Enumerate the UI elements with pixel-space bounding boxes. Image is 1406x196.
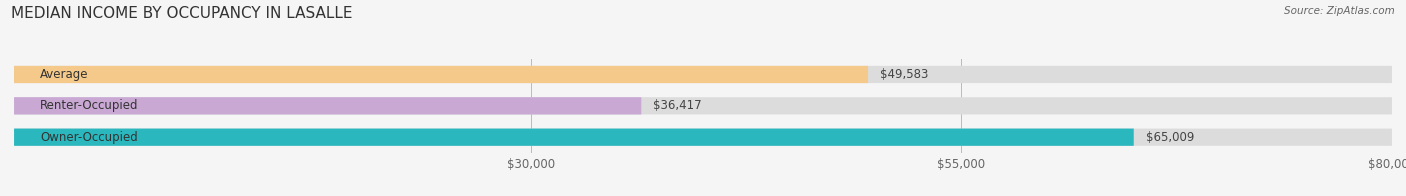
Text: $49,583: $49,583 (880, 68, 928, 81)
Text: Renter-Occupied: Renter-Occupied (39, 99, 138, 112)
FancyBboxPatch shape (14, 129, 1392, 146)
Text: Owner-Occupied: Owner-Occupied (39, 131, 138, 144)
FancyBboxPatch shape (14, 97, 641, 114)
FancyBboxPatch shape (14, 129, 1133, 146)
Text: Average: Average (39, 68, 89, 81)
Text: $36,417: $36,417 (654, 99, 702, 112)
FancyBboxPatch shape (14, 97, 1392, 114)
FancyBboxPatch shape (14, 66, 868, 83)
Text: $65,009: $65,009 (1146, 131, 1194, 144)
FancyBboxPatch shape (14, 66, 1392, 83)
Text: Source: ZipAtlas.com: Source: ZipAtlas.com (1284, 6, 1395, 16)
Text: MEDIAN INCOME BY OCCUPANCY IN LASALLE: MEDIAN INCOME BY OCCUPANCY IN LASALLE (11, 6, 353, 21)
